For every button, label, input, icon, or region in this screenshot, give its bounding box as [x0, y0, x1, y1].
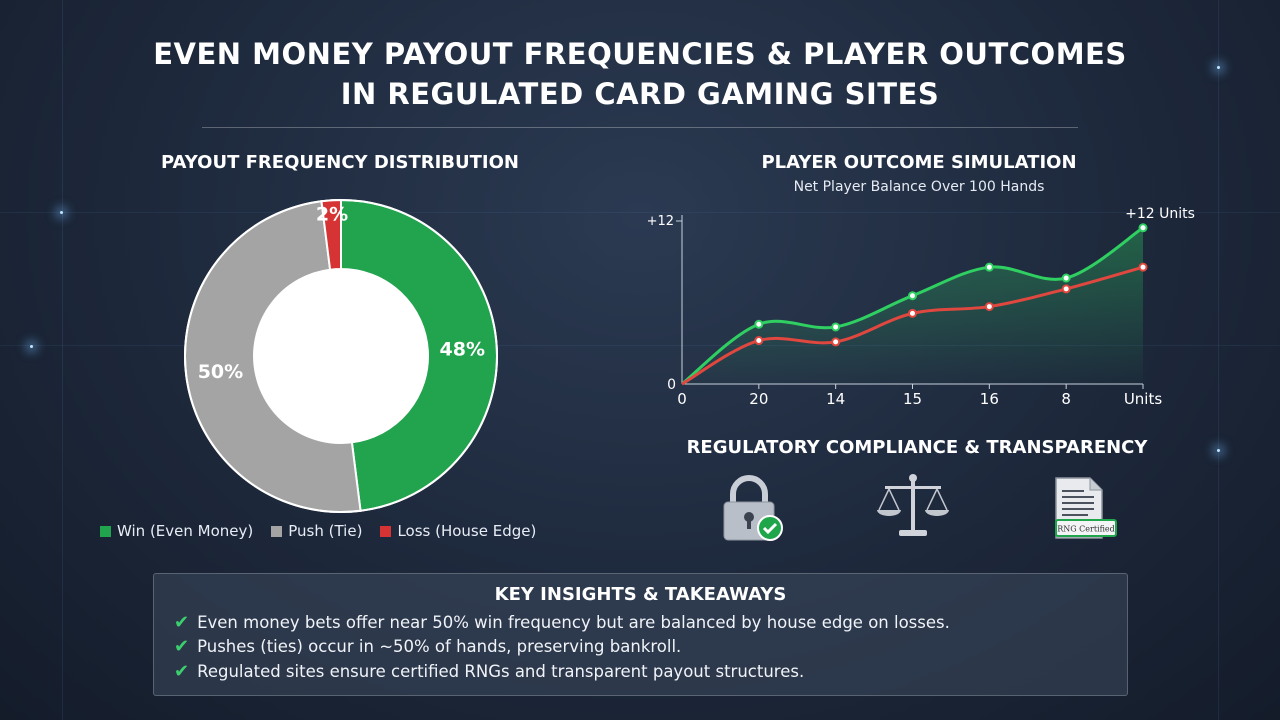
donut-slice-label: 2% [316, 203, 348, 225]
legend-label: Win (Even Money) [117, 522, 254, 540]
legend-swatch [380, 525, 392, 537]
bg-sparkle [1217, 449, 1220, 452]
data-point [754, 319, 764, 329]
insight-text: Pushes (ties) occur in ~50% of hands, pr… [197, 637, 682, 656]
title-divider [202, 127, 1078, 128]
data-point [831, 337, 841, 347]
data-point [984, 262, 994, 272]
data-point [1138, 262, 1148, 272]
y-tick-label: +12 [647, 214, 674, 229]
x-tick-label: Units [1124, 390, 1163, 408]
check-icon: ✔ [174, 612, 190, 633]
data-point [1138, 223, 1148, 233]
page-title-line-2: IN REGULATED CARD GAMING SITES [340, 77, 940, 111]
insights-title: KEY INSIGHTS & TAKEAWAYS [494, 584, 787, 605]
donut-slice-label: 48% [440, 338, 485, 360]
compliance-title: REGULATORY COMPLIANCE & TRANSPARENCY [686, 437, 1148, 458]
bg-grid-line [0, 212, 1280, 213]
data-point [908, 308, 917, 318]
x-tick-label: 20 [749, 390, 768, 408]
legend-label: Loss (House Edge) [397, 522, 537, 540]
insights-panel: KEY INSIGHTS & TAKEAWAYS ✔ Even money be… [153, 573, 1128, 696]
bg-grid-line [62, 0, 63, 720]
certificate-label: RNG Certified [1057, 525, 1115, 534]
insight-item: ✔ Regulated sites ensure certified RNGs … [174, 661, 804, 682]
legend-swatch [100, 525, 111, 537]
x-tick-label: 0 [677, 390, 687, 408]
x-tick-label: 15 [903, 390, 922, 408]
x-tick-label: 8 [1061, 390, 1071, 408]
end-value-annotation: +12 Units [1125, 206, 1195, 222]
insight-item: ✔ Pushes (ties) occur in ~50% of hands, … [174, 636, 681, 657]
scales-icon [877, 474, 949, 536]
check-icon: ✔ [174, 661, 190, 682]
line-chart-subtitle: Net Player Balance Over 100 Hands [793, 179, 1045, 195]
insight-text: Regulated sites ensure certified RNGs an… [197, 662, 805, 681]
data-point [1061, 284, 1071, 294]
legend-label: Push (Tie) [288, 522, 363, 540]
insight-text: Even money bets offer near 50% win frequ… [197, 613, 950, 632]
series-area [682, 227, 1143, 384]
data-point [831, 322, 841, 332]
data-point [1061, 273, 1071, 283]
data-point [754, 336, 764, 346]
bg-sparkle [1217, 66, 1220, 69]
donut-legend: Win (Even Money) Push (Tie) Loss (House Ed… [100, 522, 590, 540]
data-point [908, 291, 917, 301]
legend-item: Push (Tie) [271, 522, 362, 540]
insight-item: ✔ Even money bets offer near 50% win fre… [174, 612, 950, 633]
legend-swatch [271, 525, 283, 537]
page-title: EVEN MONEY PAYOUT FREQUENCIES & PLAYER O… [0, 34, 1280, 114]
bg-grid-line [0, 345, 1280, 346]
donut-slice-label: 50% [198, 361, 243, 383]
bg-grid-line [1218, 0, 1219, 720]
y-tick-label: 0 [667, 377, 676, 393]
check-icon: ✔ [174, 636, 190, 657]
donut-chart-title: PAYOUT FREQUENCY DISTRIBUTION [161, 152, 519, 173]
legend-item: Loss (House Edge) [380, 522, 536, 540]
legend-item: Win (Even Money) [100, 522, 253, 540]
x-tick-label: 16 [980, 390, 999, 408]
page-title-line-1: EVEN MONEY PAYOUT FREQUENCIES & PLAYER O… [153, 37, 1127, 71]
x-tick-label: 14 [826, 390, 845, 408]
bg-sparkle [30, 345, 33, 348]
bg-sparkle [60, 211, 63, 214]
line-chart-title: PLAYER OUTCOME SIMULATION [761, 152, 1077, 173]
data-point [984, 302, 994, 312]
lock-check-icon [723, 475, 783, 541]
certificate-document-icon: RNG Certified [1055, 477, 1117, 539]
